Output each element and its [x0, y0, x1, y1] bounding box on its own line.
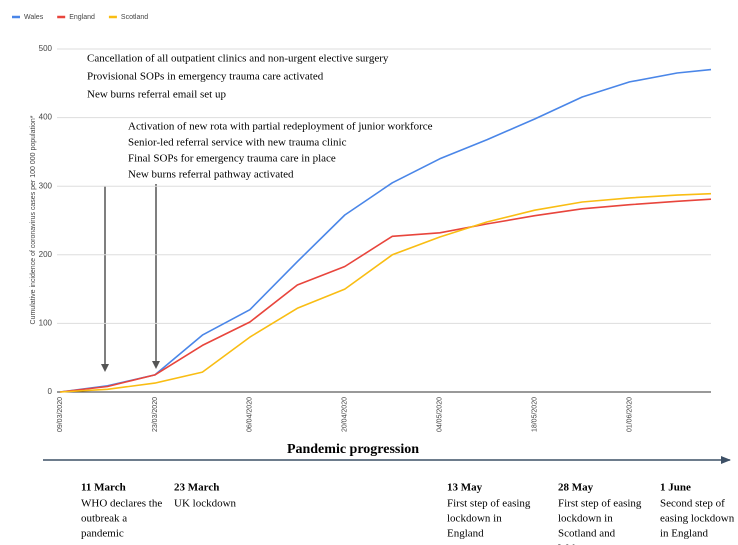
annotation: Provisional SOPs in emergency trauma car… — [87, 71, 324, 83]
timeline-date: 11 March — [81, 482, 126, 494]
y-tick-label: 400 — [39, 113, 53, 122]
y-tick-label: 100 — [39, 319, 53, 328]
y-tick-label: 300 — [39, 181, 53, 190]
annotation: New burns referral pathway activated — [128, 169, 294, 181]
timeline-text: outbreak a — [81, 513, 127, 525]
annotation: Senior-led referral service with new tra… — [128, 137, 347, 149]
y-axis-title: Cumulative incidence of coronavirus case… — [30, 115, 37, 324]
timeline-text: UK lockdown — [174, 498, 237, 510]
x-tick-label: 23/03/2020 — [152, 397, 159, 432]
legend-label: Wales — [24, 14, 44, 21]
timeline-date: 28 May — [558, 482, 594, 494]
annotation: New burns referral email set up — [87, 89, 226, 101]
timeline-text: in England — [660, 528, 708, 540]
data-line — [59, 68, 712, 393]
timeline-text: pandemic — [81, 528, 124, 540]
timeline-text: First step of easing — [447, 498, 531, 510]
legend-label: Scotland — [121, 14, 148, 21]
timeline-date: 1 June — [660, 482, 691, 494]
legend-label: England — [69, 14, 95, 21]
x-tick-label: 20/04/2020 — [342, 397, 349, 432]
y-tick-label: 200 — [39, 250, 53, 259]
timeline-text: lockdown in — [558, 513, 613, 525]
x-tick-label: 06/04/2020 — [247, 397, 254, 432]
timeline-date: 23 March — [174, 482, 219, 494]
x-tick-label: 01/06/2020 — [626, 397, 633, 432]
timeline-text: Second step of — [660, 498, 725, 510]
timeline-date: 13 May — [447, 482, 483, 494]
timeline-text: lockdown in — [447, 513, 502, 525]
timeline-text: First step of easing — [558, 498, 642, 510]
x-axis-title: Pandemic progression — [287, 442, 419, 457]
x-tick-label: 04/05/2020 — [437, 397, 444, 432]
annotation: Activation of new rota with partial rede… — [128, 121, 433, 133]
timeline-text: easing lockdown — [660, 513, 735, 525]
y-tick-label: 0 — [48, 387, 53, 396]
data-line — [59, 198, 712, 393]
timeline-text: Wales — [558, 543, 585, 545]
annotation: Cancellation of all outpatient clinics a… — [87, 53, 389, 65]
data-line — [59, 192, 712, 393]
timeline-text: WHO declares the — [81, 498, 162, 510]
y-tick-label: 500 — [39, 44, 53, 53]
timeline-text: Scotland and — [558, 528, 616, 540]
x-tick-label: 18/05/2020 — [532, 397, 539, 432]
annotation: Final SOPs for emergency trauma care in … — [128, 153, 336, 165]
x-tick-label: 09/03/2020 — [57, 397, 64, 432]
timeline-text: England — [447, 528, 484, 540]
